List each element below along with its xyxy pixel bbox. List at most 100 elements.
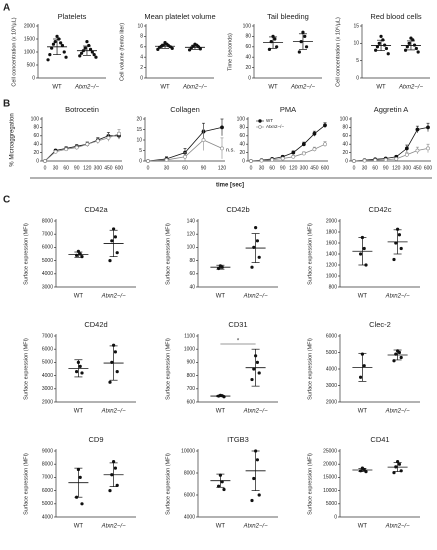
y-tick-label: 500 <box>27 62 36 68</box>
y-tick-label: 7000 <box>42 475 53 481</box>
x-tick-label: 30 <box>53 165 59 171</box>
x-tick-label: 60 <box>269 165 275 171</box>
x-tick-label: 120 <box>392 165 401 171</box>
data-point <box>113 350 117 354</box>
data-point <box>106 135 111 140</box>
y-tick-label: 40 <box>245 55 251 61</box>
data-point <box>85 142 90 147</box>
y-tick-label: 5000 <box>326 350 337 356</box>
y-axis-label: Cell concentration (x 10³/µL) <box>11 17 17 86</box>
y-tick-label: 40 <box>189 284 195 290</box>
y-tick-label: 0 <box>334 514 337 520</box>
y-tick-label: 8000 <box>42 218 53 224</box>
x-tick-label: 90 <box>74 165 80 171</box>
y-tick-label: 1000 <box>24 49 35 55</box>
y-axis-label: Surface expression (MFI) <box>23 223 29 285</box>
y-tick-label: 80 <box>245 34 251 40</box>
data-point <box>397 233 401 237</box>
data-point <box>373 158 378 163</box>
y-tick-label: 10 <box>137 23 143 29</box>
x-tick-label: 300 <box>94 165 103 171</box>
data-point <box>304 45 309 49</box>
data-point <box>220 125 224 130</box>
data-point <box>394 156 399 161</box>
data-point <box>397 350 401 355</box>
data-point <box>259 158 264 163</box>
y-tick-label: 10 <box>136 137 142 143</box>
data-point <box>250 265 254 269</box>
x-tick-label: 0 <box>44 165 47 171</box>
data-point <box>59 41 63 45</box>
legend-label: WT <box>266 118 273 123</box>
data-point <box>55 34 59 39</box>
data-point <box>75 253 79 257</box>
x-tick-label: WT <box>74 524 84 530</box>
y-axis-label: Surface expression (MFI) <box>165 338 171 400</box>
data-point <box>404 152 409 157</box>
x-tick-label: 90 <box>383 165 389 171</box>
y-axis-label: Surface expression (MFI) <box>307 223 313 285</box>
data-point <box>85 40 89 44</box>
y-tick-label: 10000 <box>181 448 195 454</box>
sd-bar <box>406 40 415 51</box>
y-tick-label: 80 <box>189 258 195 264</box>
x-tick-label: WT <box>358 409 368 415</box>
sd-bar <box>358 468 367 472</box>
data-point <box>377 41 381 45</box>
data-point <box>92 53 96 57</box>
x-tick-label: 90 <box>201 165 207 171</box>
sd-bar <box>251 233 260 263</box>
x-tick-label: 30 <box>259 165 265 171</box>
data-point <box>108 489 112 493</box>
chart-title: CD42d <box>84 320 107 329</box>
chart-title: PMA <box>280 105 296 114</box>
series-line <box>353 127 429 162</box>
data-point <box>115 251 119 255</box>
data-point <box>117 131 121 136</box>
y-tick-label: 10000 <box>323 488 337 494</box>
data-point <box>78 54 82 58</box>
sd-bar <box>74 467 83 498</box>
panel-label: A <box>3 3 10 14</box>
data-point <box>415 127 420 132</box>
data-point <box>90 50 94 54</box>
y-tick-label: 6000 <box>42 488 53 494</box>
y-tick-label: 4000 <box>42 271 53 277</box>
data-point <box>301 142 306 147</box>
x-tick-label: Atxn2−/− <box>101 409 127 415</box>
y-tick-label: 25000 <box>323 448 337 454</box>
data-point <box>405 45 409 49</box>
sd-bar <box>251 348 260 387</box>
x-tick-label: 120 <box>218 165 227 171</box>
y-tick-label: 4000 <box>184 514 195 520</box>
sd-bar <box>358 237 367 266</box>
y-tick-label: 8000 <box>42 462 53 468</box>
data-point <box>80 502 84 506</box>
y-tick-label: 6000 <box>184 492 195 498</box>
x-tick-label: 60 <box>182 165 188 171</box>
legend-marker <box>258 125 262 129</box>
data-point <box>255 360 259 364</box>
data-point <box>48 53 52 57</box>
data-point <box>156 47 160 52</box>
sd-bar <box>190 44 199 50</box>
data-point <box>399 246 403 251</box>
y-tick-label: 2 <box>140 65 143 71</box>
data-point <box>255 458 259 462</box>
x-tick-label: Atxn2−/− <box>243 409 269 415</box>
x-tick-label: Atxn2−/− <box>101 524 127 530</box>
x-tick-label: 0 <box>250 165 253 171</box>
y-tick-label: 80 <box>342 125 348 131</box>
data-point <box>379 34 383 39</box>
sd-bar <box>216 264 225 270</box>
data-point <box>426 146 430 151</box>
data-point <box>198 47 202 51</box>
data-point <box>252 367 256 371</box>
data-point <box>359 252 363 256</box>
x-tick-label: WT <box>216 524 226 530</box>
chart-title: ITGB3 <box>227 435 249 444</box>
x-tick-label: WT <box>358 524 368 530</box>
data-point <box>53 149 58 154</box>
y-tick-label: 20 <box>342 150 348 156</box>
y-tick-label: 6 <box>140 44 143 50</box>
